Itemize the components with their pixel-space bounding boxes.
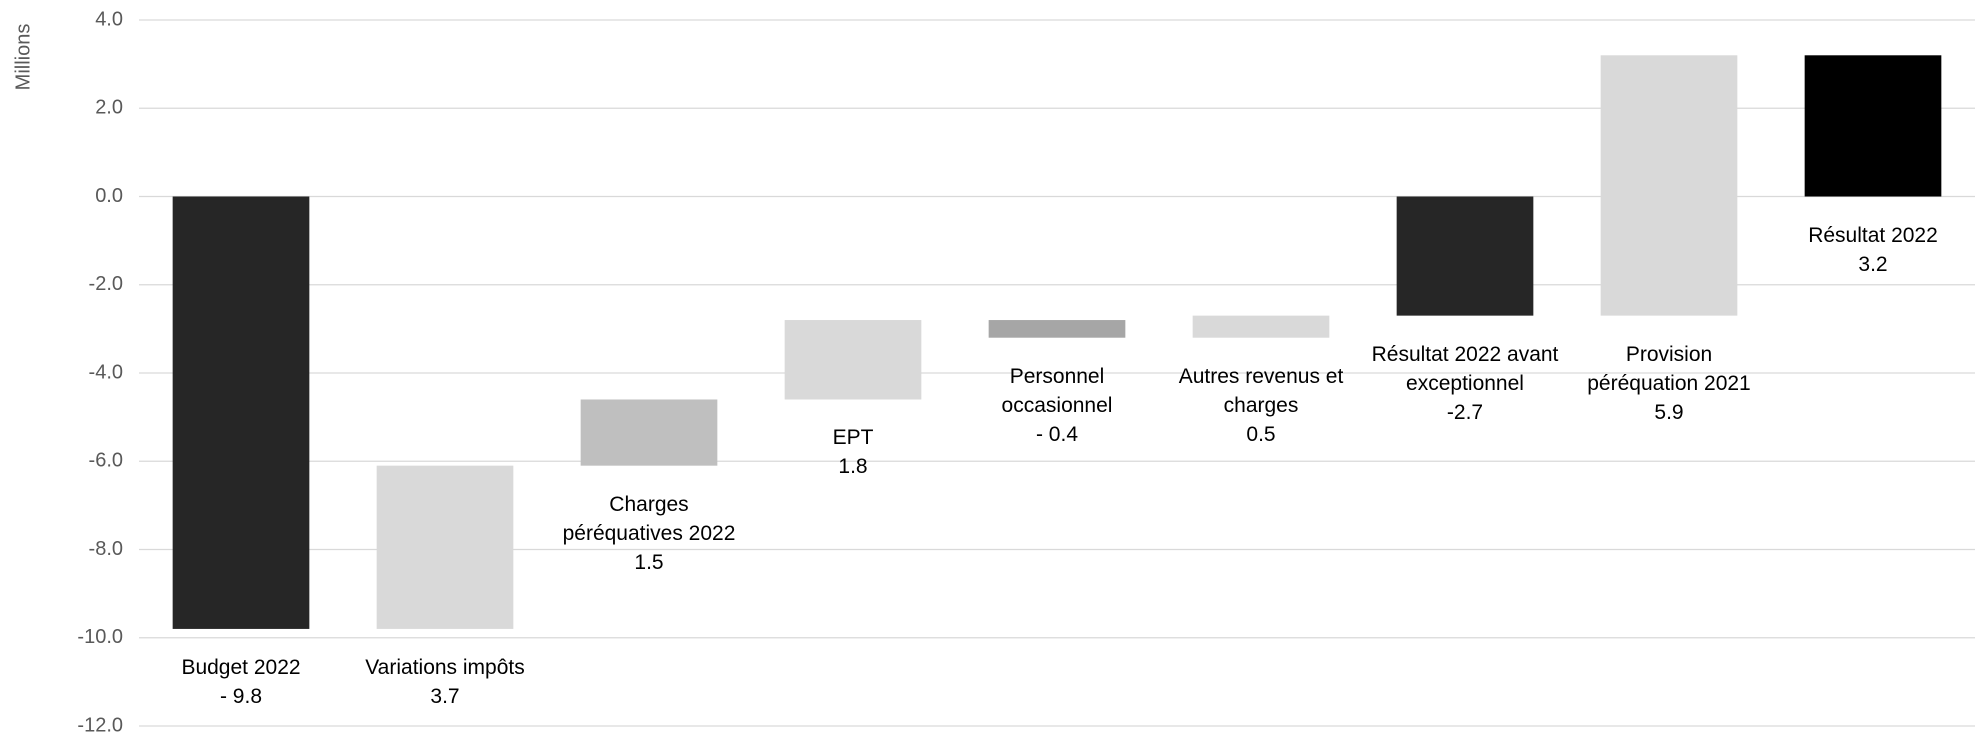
category-label: Budget 2022 [181,655,301,679]
y-axis-label: Millions [12,24,34,91]
value-label: 3.2 [1858,252,1888,276]
y-tick-label: -10.0 [77,626,123,648]
value-label: - 9.8 [219,684,263,708]
bar-label: Variations impôts 3.7 [345,653,545,711]
y-tick-label: 4.0 [95,8,123,30]
bar-label: EPT 1.8 [753,423,953,481]
value-label: 3.7 [430,684,460,708]
bar [988,320,1126,338]
y-tick-label: -8.0 [89,538,123,560]
value-label: 1.5 [634,550,664,574]
bar-label: Résultat 2022 3.2 [1773,221,1973,279]
category-label: Autres revenus et charges [1178,364,1344,417]
y-tick-label: -6.0 [89,450,123,472]
bar [1396,196,1534,316]
bar-label: Budget 2022 - 9.8 [141,653,341,711]
value-label: 5.9 [1654,400,1684,424]
value-label: -2.7 [1446,400,1484,424]
bar [1192,315,1330,338]
bar-label: Provision péréquation 2021 5.9 [1569,340,1769,427]
category-label: Personnel occasionnel [1001,364,1113,417]
bar [376,465,514,629]
category-label: Variations impôts [365,655,525,679]
y-tick-label: 2.0 [95,97,123,119]
y-tick-label: -4.0 [89,361,123,383]
bar-label: Charges péréquatives 2022 1.5 [549,490,749,577]
bar [784,320,922,400]
bar [172,196,310,629]
y-tick-label: -12.0 [77,714,123,736]
y-tick-label: 0.0 [95,185,123,207]
value-label: - 0.4 [1035,422,1079,446]
bar [1804,55,1942,197]
value-label: 0.5 [1246,422,1276,446]
bar [580,399,718,466]
y-tick-label: -2.0 [89,273,123,295]
bar-label: Autres revenus et charges 0.5 [1161,362,1361,449]
category-label: Résultat 2022 [1808,223,1938,247]
bar [1600,55,1738,316]
bar-label: Résultat 2022 avant exceptionnel -2.7 [1365,340,1565,427]
category-label: Charges péréquatives 2022 [562,492,736,545]
category-label: Résultat 2022 avant exceptionnel [1371,342,1559,395]
bar-label: Personnel occasionnel - 0.4 [957,362,1157,449]
category-label: EPT [832,426,874,450]
value-label: 1.8 [838,455,868,479]
category-label: Provision péréquation 2021 [1587,342,1751,395]
